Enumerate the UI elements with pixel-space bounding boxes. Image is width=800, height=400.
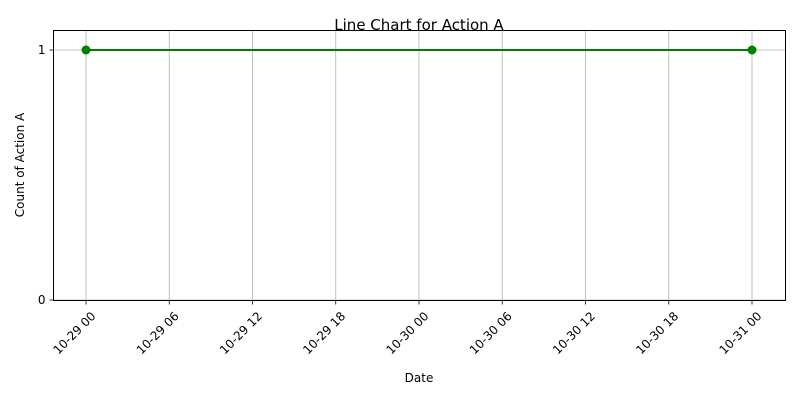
data-point — [747, 45, 757, 55]
plot-area-frame — [53, 30, 786, 301]
y-tick-label: 0 — [38, 293, 46, 307]
data-point — [81, 45, 91, 55]
series-layer — [81, 45, 757, 55]
x-axis-label: Date — [405, 371, 434, 385]
chart-title: Line Chart for Action A — [334, 16, 504, 34]
y-axis-label: Count of Action A — [13, 112, 27, 217]
y-axis: 01 — [38, 43, 54, 307]
y-tick-label: 1 — [38, 43, 46, 57]
